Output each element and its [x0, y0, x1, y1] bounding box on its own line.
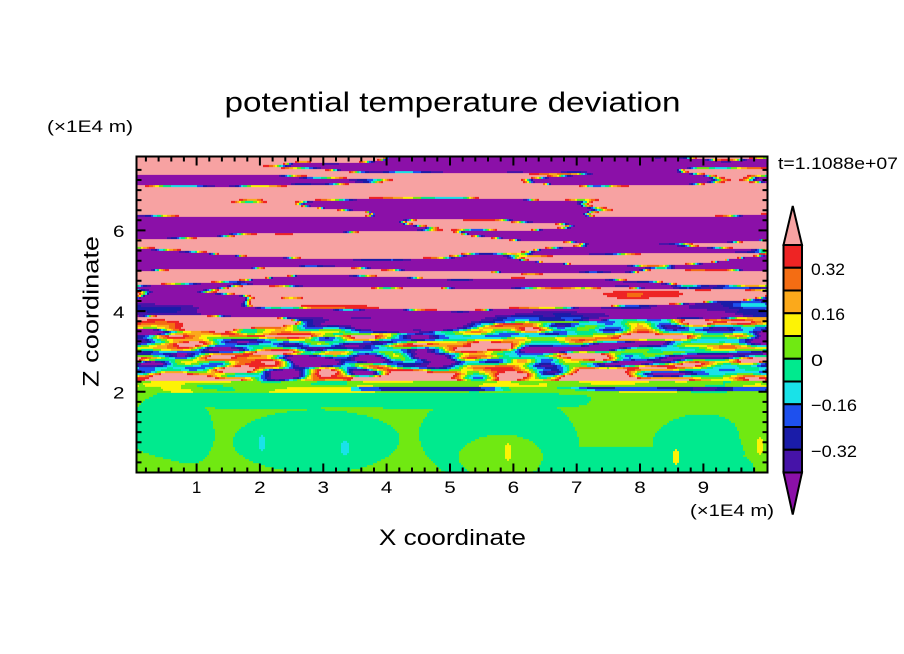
- svg-text:4: 4: [113, 303, 125, 322]
- svg-text:6: 6: [508, 478, 520, 497]
- svg-text:1: 1: [192, 478, 201, 497]
- svg-text:Z coordinate: Z coordinate: [79, 236, 104, 387]
- svg-text:4: 4: [381, 478, 393, 497]
- svg-text:3: 3: [318, 478, 330, 497]
- svg-text:7: 7: [571, 478, 583, 497]
- svg-text:0.32: 0.32: [811, 260, 845, 279]
- svg-text:−0.16: −0.16: [811, 396, 857, 415]
- svg-text:(×1E4 m): (×1E4 m): [690, 501, 774, 520]
- svg-text:8: 8: [634, 478, 646, 497]
- svg-text:−0.32: −0.32: [811, 442, 857, 461]
- svg-text:potential temperature deviatio: potential temperature deviation: [225, 87, 681, 118]
- svg-text:0: 0: [811, 351, 823, 370]
- svg-text:0.16: 0.16: [811, 305, 845, 324]
- svg-text:5: 5: [444, 478, 456, 497]
- svg-text:9: 9: [698, 478, 710, 497]
- svg-text:X coordinate: X coordinate: [379, 525, 526, 550]
- svg-text:2: 2: [254, 478, 266, 497]
- svg-text:6: 6: [113, 222, 125, 241]
- svg-text:2: 2: [113, 383, 125, 402]
- svg-text:t=1.1088e+07: t=1.1088e+07: [778, 154, 898, 173]
- svg-text:(×1E4 m): (×1E4 m): [47, 117, 133, 136]
